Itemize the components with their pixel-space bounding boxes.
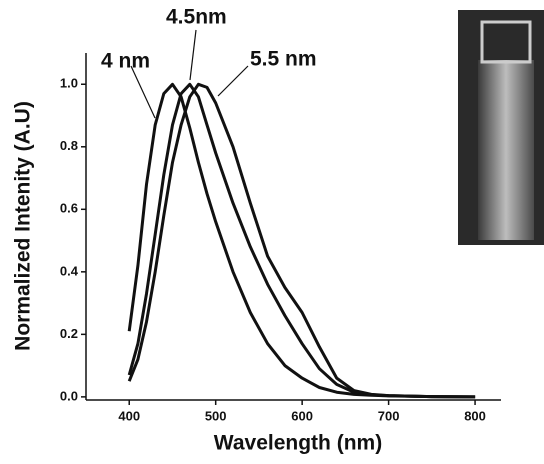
annotation-arrow	[130, 65, 156, 119]
y-tick-label: 0.6	[60, 201, 78, 216]
y-tick-label: 1.0	[60, 76, 78, 91]
inset-cap	[480, 20, 532, 64]
annotation-arrow	[189, 29, 197, 81]
y-tick-label: 0.2	[60, 326, 78, 341]
series-label: 4.5nm	[166, 6, 227, 29]
x-tick-label: 800	[464, 408, 486, 423]
annotation-arrow	[217, 65, 249, 97]
series-label: 5.5 nm	[250, 48, 317, 71]
y-axis-title: Normalized Intenity (A.U)	[12, 101, 35, 351]
y-tick-label: 0.0	[60, 388, 78, 403]
series-line	[127, 82, 476, 399]
x-tick-label: 500	[205, 408, 227, 423]
y-tick-label: 0.8	[60, 138, 78, 153]
x-tick-label: 700	[378, 408, 400, 423]
x-axis-title: Wavelength (nm)	[214, 432, 382, 455]
x-tick-label: 400	[118, 408, 140, 423]
series-label: 4 nm	[101, 50, 150, 73]
x-tick-label: 600	[291, 408, 313, 423]
series-line	[127, 82, 476, 399]
y-tick-label: 0.4	[60, 263, 79, 278]
inset-vial	[478, 60, 534, 240]
